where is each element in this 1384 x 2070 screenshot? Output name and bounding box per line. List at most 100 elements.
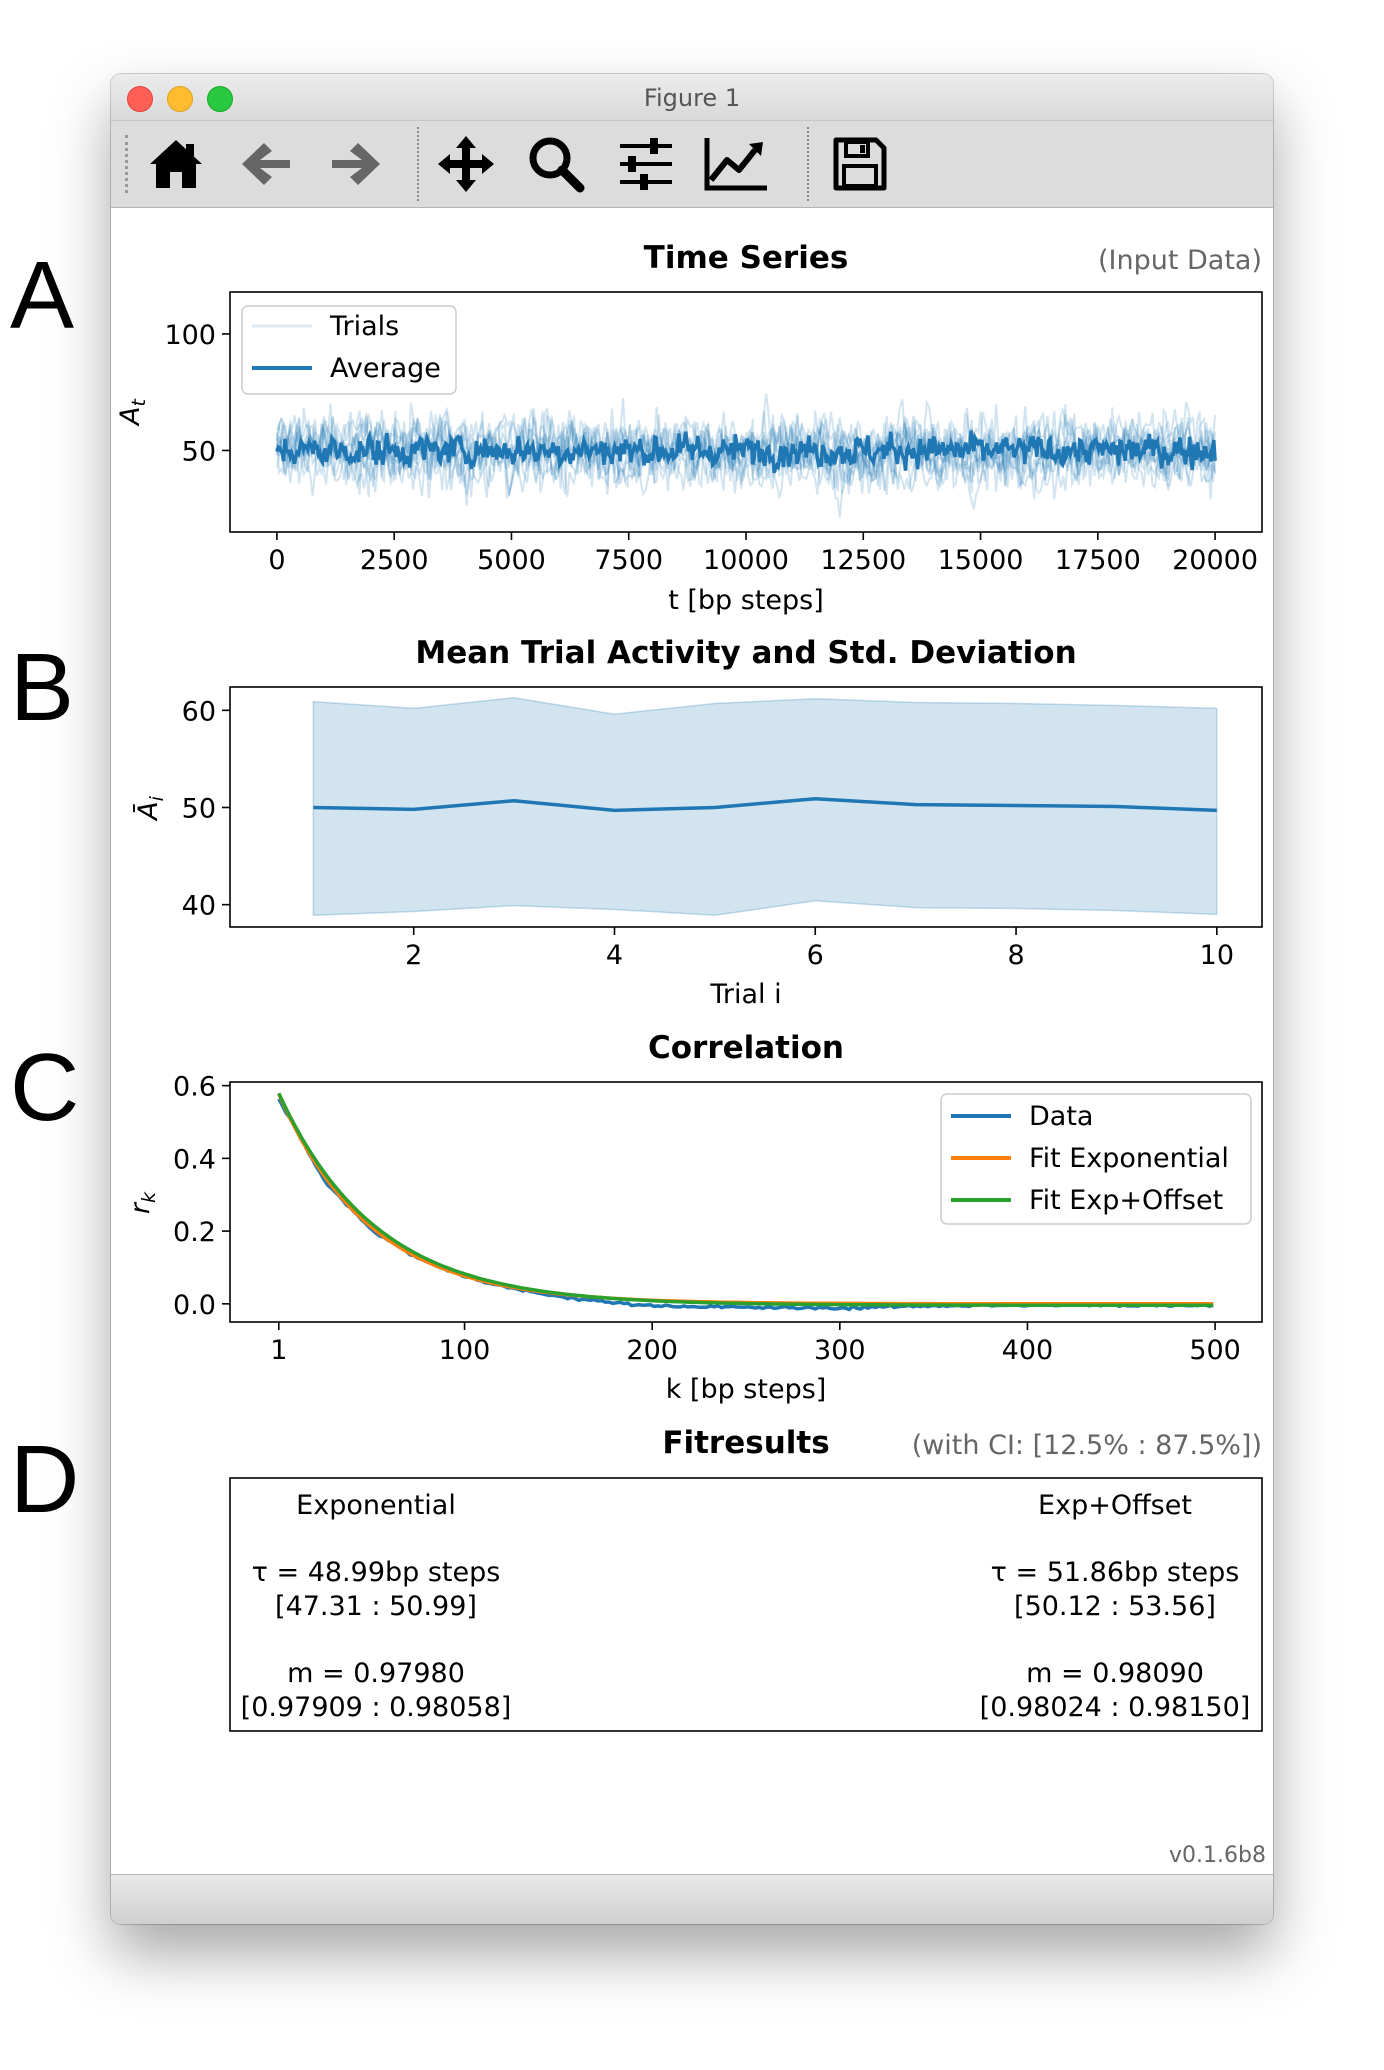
x-tick-label: 5000 xyxy=(477,545,546,576)
trial-trace xyxy=(275,406,1217,510)
legend-average-label: Average xyxy=(330,353,441,384)
x-tick-label: 300 xyxy=(814,1335,866,1366)
fit-left-header: Exponential xyxy=(296,1490,456,1521)
figure-canvas: Time Series (Input Data) 0 2500 5000 7500 10… xyxy=(111,208,1273,1876)
chart-line-icon xyxy=(704,138,767,191)
pan-button[interactable] xyxy=(431,131,501,197)
arrow-left-icon xyxy=(242,143,290,185)
zoom-window-button[interactable] xyxy=(207,86,233,112)
sliders-icon xyxy=(620,138,672,190)
y-tick-label: 0.6 xyxy=(173,1072,216,1103)
x-tick-label: 2 xyxy=(405,940,422,971)
version-label: v0.1.6b8 xyxy=(1169,1843,1266,1868)
correlation-axes-frame xyxy=(229,1081,1263,1323)
panel-letter-c: C xyxy=(10,1034,80,1141)
x-tick-label: 0 xyxy=(268,545,285,576)
navigation-toolbar xyxy=(111,121,1273,208)
mean-activity-line xyxy=(313,796,1217,813)
average-trace xyxy=(275,429,1217,474)
legend-box xyxy=(940,1093,1252,1225)
y-tick-label: 0.2 xyxy=(173,1217,216,1248)
x-tick-label: 20000 xyxy=(1172,545,1258,576)
x-tick-label: 400 xyxy=(1002,1335,1054,1366)
time-series-title: Time Series xyxy=(644,240,849,276)
x-tick-label: 200 xyxy=(626,1335,678,1366)
panel-letter-d: D xyxy=(10,1426,80,1533)
time-series-note: (Input Data) xyxy=(1098,245,1262,276)
mean-trial-panel: Mean Trial Activity and Std. Deviation 2… xyxy=(133,635,1263,1010)
edit-axis-button[interactable] xyxy=(701,131,771,197)
window-title: Figure 1 xyxy=(643,84,741,112)
y-tick-label: 100 xyxy=(164,320,216,351)
x-tick-label: 10000 xyxy=(703,545,789,576)
figure-window: Figure 1 xyxy=(111,74,1273,1924)
fitresults-panel: Fitresults (with CI: [12.5% : 87.5%]) Ex… xyxy=(229,1425,1263,1732)
x-tick-label: 10 xyxy=(1200,940,1234,971)
back-button[interactable] xyxy=(231,131,301,197)
x-tick-label: 100 xyxy=(439,1335,491,1366)
correlation-ticks: 1 100 200 300 400 500 0.0 0.2 0.4 0.6 xyxy=(173,1072,1241,1366)
x-tick-label: 8 xyxy=(1007,940,1024,971)
zoom-button[interactable] xyxy=(521,131,591,197)
y-tick-label: 0.4 xyxy=(173,1144,216,1175)
fit-left-m: m = 0.97980 xyxy=(287,1658,465,1689)
mean-trial-title: Mean Trial Activity and Std. Deviation xyxy=(415,635,1076,671)
toolbar-separator xyxy=(807,127,809,201)
fit-exp-offset-line xyxy=(277,1092,1214,1308)
fit-right-m-ci: [0.98024 : 0.98150] xyxy=(980,1692,1251,1723)
mean-trial-ticks: 2 4 6 8 10 40 50 60 xyxy=(182,696,1234,971)
title-bar: Figure 1 xyxy=(111,74,1273,121)
time-series-panel: Time Series (Input Data) 0 2500 5000 7500 10… xyxy=(115,240,1263,616)
arrow-right-icon xyxy=(332,143,380,185)
fit-left-tau-ci: [47.31 : 50.99] xyxy=(275,1591,477,1622)
mean-trial-ylabel: Āi xyxy=(133,795,168,821)
forward-button[interactable] xyxy=(321,131,391,197)
time-series-xlabel: t [bp steps] xyxy=(668,585,824,616)
trial-trace xyxy=(276,411,1217,498)
fitresults-title: Fitresults xyxy=(662,1425,829,1461)
x-tick-label: 1 xyxy=(270,1335,287,1366)
correlation-title: Correlation xyxy=(648,1030,844,1066)
fitresults-box xyxy=(229,1477,1263,1732)
minimize-window-button[interactable] xyxy=(167,86,193,112)
legend-trials-label: Trials xyxy=(329,311,399,342)
home-button[interactable] xyxy=(141,131,211,197)
x-tick-label: 6 xyxy=(807,940,824,971)
move-icon xyxy=(438,136,494,192)
fit-right-tau-ci: [50.12 : 53.56] xyxy=(1014,1591,1216,1622)
std-deviation-band xyxy=(312,696,1218,917)
mean-trial-xlabel: Trial i xyxy=(709,979,781,1010)
legend-fit-exp-label: Fit Exponential xyxy=(1029,1143,1229,1174)
time-series-data xyxy=(275,393,1217,518)
time-series-ticks: 0 2500 5000 7500 10000 12500 15000 17500 20000 50… xyxy=(164,320,1258,576)
configure-subplots-button[interactable] xyxy=(611,131,681,197)
fit-right-header: Exp+Offset xyxy=(1038,1490,1192,1521)
legend-box xyxy=(241,305,457,395)
x-tick-label: 7500 xyxy=(594,545,663,576)
y-tick-label: 50 xyxy=(182,793,216,824)
y-tick-label: 60 xyxy=(182,696,216,727)
save-button[interactable] xyxy=(825,131,895,197)
legend-fit-offset-label: Fit Exp+Offset xyxy=(1029,1185,1223,1216)
time-series-ylabel: At xyxy=(115,397,150,426)
x-tick-label: 12500 xyxy=(820,545,906,576)
correlation-data xyxy=(277,1092,1214,1312)
status-bar xyxy=(111,1874,1273,1924)
legend-data-label: Data xyxy=(1029,1101,1093,1132)
x-tick-label: 2500 xyxy=(360,545,429,576)
close-window-button[interactable] xyxy=(127,86,153,112)
floppy-disk-icon xyxy=(833,137,887,191)
toolbar-separator xyxy=(417,127,419,201)
time-series-legend: Trials Average xyxy=(241,305,457,395)
trial-trace xyxy=(275,407,1217,518)
y-tick-label: 40 xyxy=(182,891,216,922)
fitresults-ci-note: (with CI: [12.5% : 87.5%]) xyxy=(912,1430,1262,1461)
toolbar-grip[interactable] xyxy=(125,135,128,193)
fit-right-tau: τ = 51.86bp steps xyxy=(991,1557,1240,1588)
x-tick-label: 4 xyxy=(606,940,623,971)
mean-trial-data xyxy=(312,696,1218,917)
x-tick-label: 15000 xyxy=(938,545,1024,576)
magnifier-icon xyxy=(529,137,585,193)
y-tick-label: 0.0 xyxy=(173,1290,216,1321)
x-tick-label: 17500 xyxy=(1055,545,1141,576)
